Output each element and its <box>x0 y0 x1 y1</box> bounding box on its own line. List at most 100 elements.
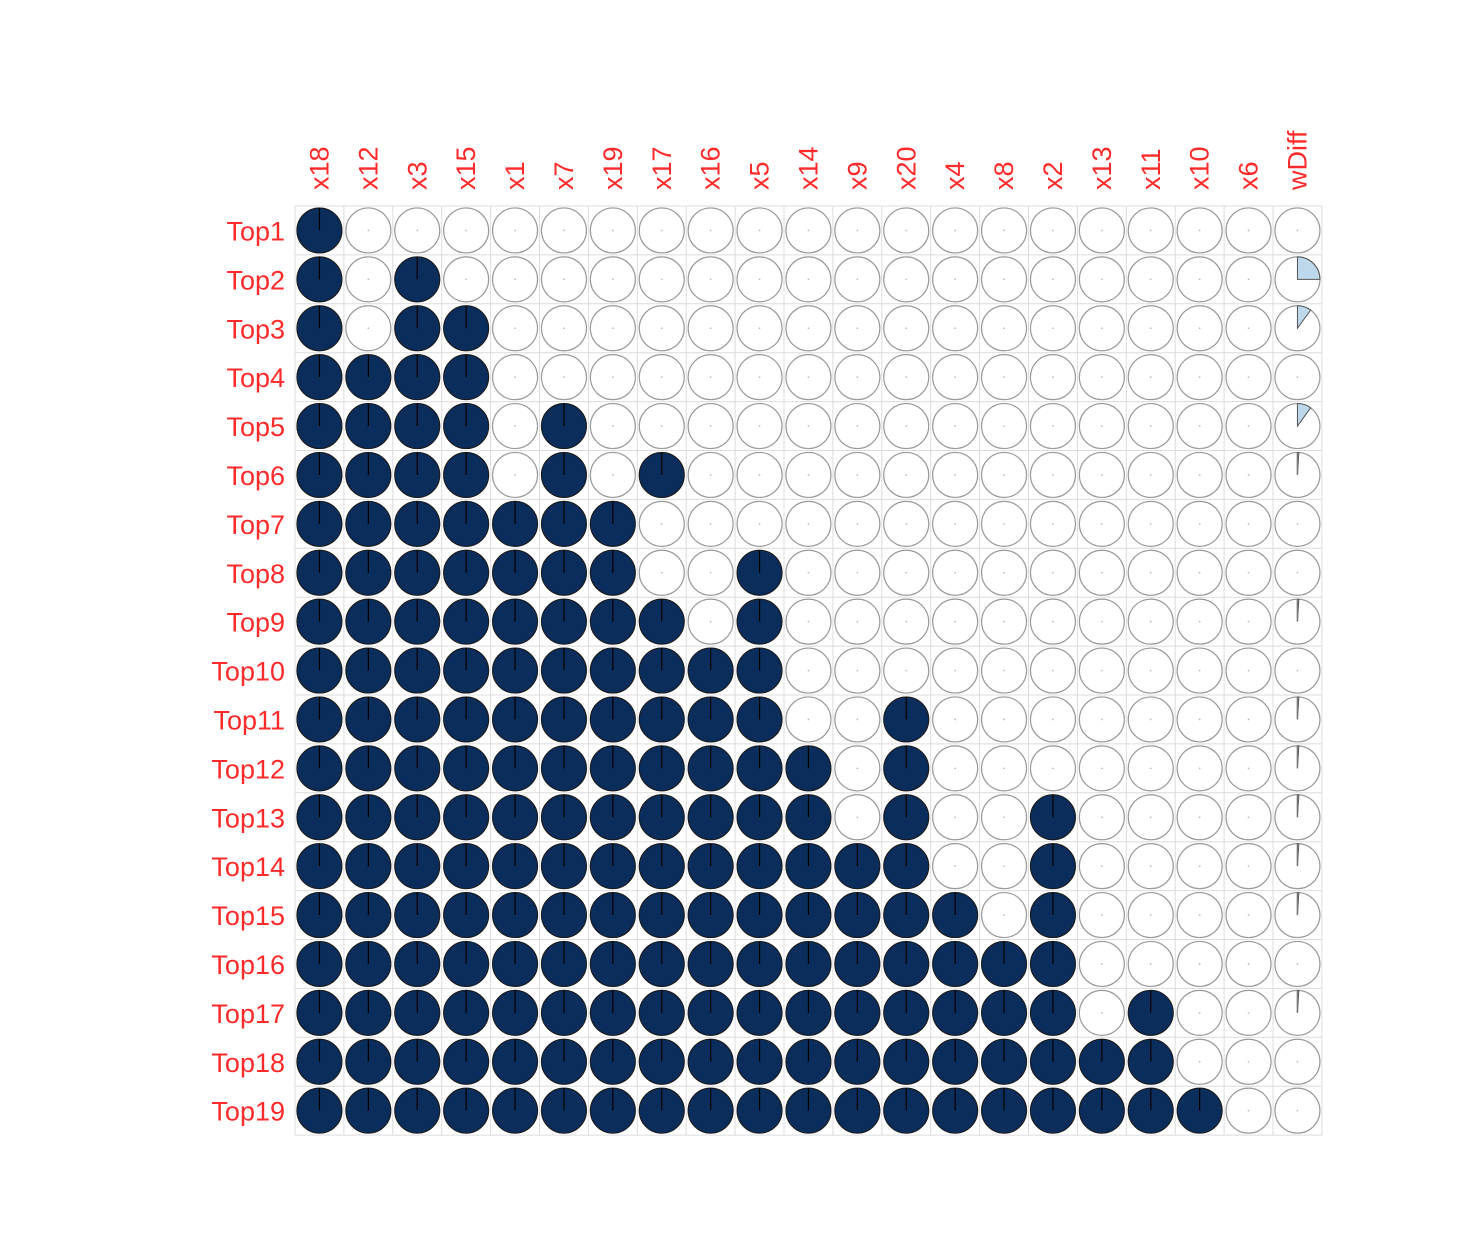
pie-center-dot <box>465 278 468 281</box>
pie-center-dot <box>856 229 859 232</box>
pie-center-dot <box>709 327 712 330</box>
pie-cell <box>491 402 539 450</box>
pie-cell <box>1274 940 1321 988</box>
pie-cell <box>491 696 539 743</box>
pie-cell <box>1127 256 1174 303</box>
pie-center-dot <box>1198 767 1201 770</box>
pie-cell <box>638 256 685 303</box>
pie-cell <box>1274 1087 1321 1134</box>
pie-cell <box>638 549 685 596</box>
pie-cell <box>785 745 832 792</box>
pie-cell <box>1176 451 1223 499</box>
pie-cell <box>687 989 734 1036</box>
pie-center-dot <box>905 571 908 574</box>
pie-cell <box>834 1038 881 1085</box>
pie-cell <box>1176 549 1223 596</box>
pie-cell <box>785 451 832 499</box>
pie-center-dot <box>1198 620 1201 623</box>
pie-cell <box>1274 451 1321 499</box>
pie-cell <box>1176 500 1223 547</box>
pie-cell <box>394 305 441 352</box>
pie-cell <box>1225 451 1272 499</box>
pie-cell <box>540 207 588 254</box>
pie-cell <box>589 1087 636 1134</box>
pie-cell <box>1225 843 1272 890</box>
pie-cell <box>638 207 685 254</box>
pie-center-dot <box>905 669 908 672</box>
pie-cell <box>980 891 1028 939</box>
pie-cell <box>736 1087 783 1134</box>
pie-cell <box>1225 598 1272 645</box>
pie-cell <box>1127 1038 1174 1085</box>
pie-cell <box>1274 500 1321 547</box>
pie-center-dot <box>1149 474 1152 476</box>
column-label: x15 <box>451 146 481 190</box>
column-label: x18 <box>304 146 334 190</box>
pie-cell <box>1176 696 1223 743</box>
pie-center-dot <box>1100 620 1103 623</box>
pie-cell <box>1274 696 1321 743</box>
pie-center-dot <box>1198 327 1201 330</box>
pie-cell <box>443 794 490 841</box>
pie-center-dot <box>1003 767 1005 770</box>
pie-center-dot <box>1003 669 1005 672</box>
row-label: Top14 <box>211 852 285 882</box>
pie-center-dot <box>1003 718 1005 721</box>
pie-cell <box>980 1087 1028 1134</box>
pie-cell <box>491 500 539 547</box>
pie-cell <box>540 305 588 352</box>
pie-cell <box>834 843 881 890</box>
column-label: x4 <box>940 161 970 190</box>
pie-center-dot <box>758 425 761 427</box>
pie-cell <box>638 940 685 988</box>
pie-cell <box>394 256 441 303</box>
pie-center-dot <box>1003 620 1005 623</box>
pie-cell <box>1127 354 1174 401</box>
pie-cell <box>1078 500 1125 547</box>
pie-cell <box>687 1038 734 1085</box>
pie-cell <box>834 305 881 352</box>
pie-center-dot <box>1149 425 1152 427</box>
pie-center-dot <box>1003 474 1005 476</box>
pie-center-dot <box>905 376 908 379</box>
pie-cell <box>1127 549 1174 596</box>
row-label: Top7 <box>226 510 285 540</box>
pie-cell <box>687 207 734 254</box>
pie-cell <box>1078 940 1125 988</box>
pie-center-dot <box>1247 963 1250 965</box>
pie-center-dot <box>1247 816 1250 819</box>
pie-center-dot <box>1247 474 1250 476</box>
pie-center-dot <box>856 620 859 623</box>
pie-center-dot <box>856 474 859 476</box>
pie-cell <box>394 1038 441 1085</box>
pie-center-dot <box>1247 327 1250 330</box>
pie-cell <box>834 402 881 450</box>
pie-cell <box>785 794 832 841</box>
pie-cell <box>980 549 1028 596</box>
pie-cell <box>687 1087 734 1134</box>
pie-cell <box>443 647 490 694</box>
pie-cell <box>443 891 490 939</box>
pie-center-dot <box>1100 669 1103 672</box>
pie-center-dot <box>1149 718 1152 721</box>
pie-cell <box>1078 794 1125 841</box>
pie-cell <box>1127 647 1174 694</box>
pie-cell <box>785 696 832 743</box>
pie-center-dot <box>1198 474 1201 476</box>
pie-center-dot <box>807 376 810 379</box>
row-label: Top5 <box>226 412 285 442</box>
column-label: x6 <box>1234 161 1264 190</box>
pie-center-dot <box>1100 865 1103 868</box>
pie-cell <box>785 891 832 939</box>
column-label: x11 <box>1136 148 1166 190</box>
pie-cell <box>980 500 1028 547</box>
pie-cell <box>932 256 979 303</box>
pie-cell <box>932 451 979 499</box>
pie-center-dot <box>709 376 712 379</box>
pie-cell <box>1078 598 1125 645</box>
row-label: Top9 <box>226 608 285 638</box>
pie-cell <box>834 598 881 645</box>
pie-center-dot <box>1296 1109 1299 1112</box>
pie-cell <box>1127 794 1174 841</box>
pie-cell <box>834 647 881 694</box>
